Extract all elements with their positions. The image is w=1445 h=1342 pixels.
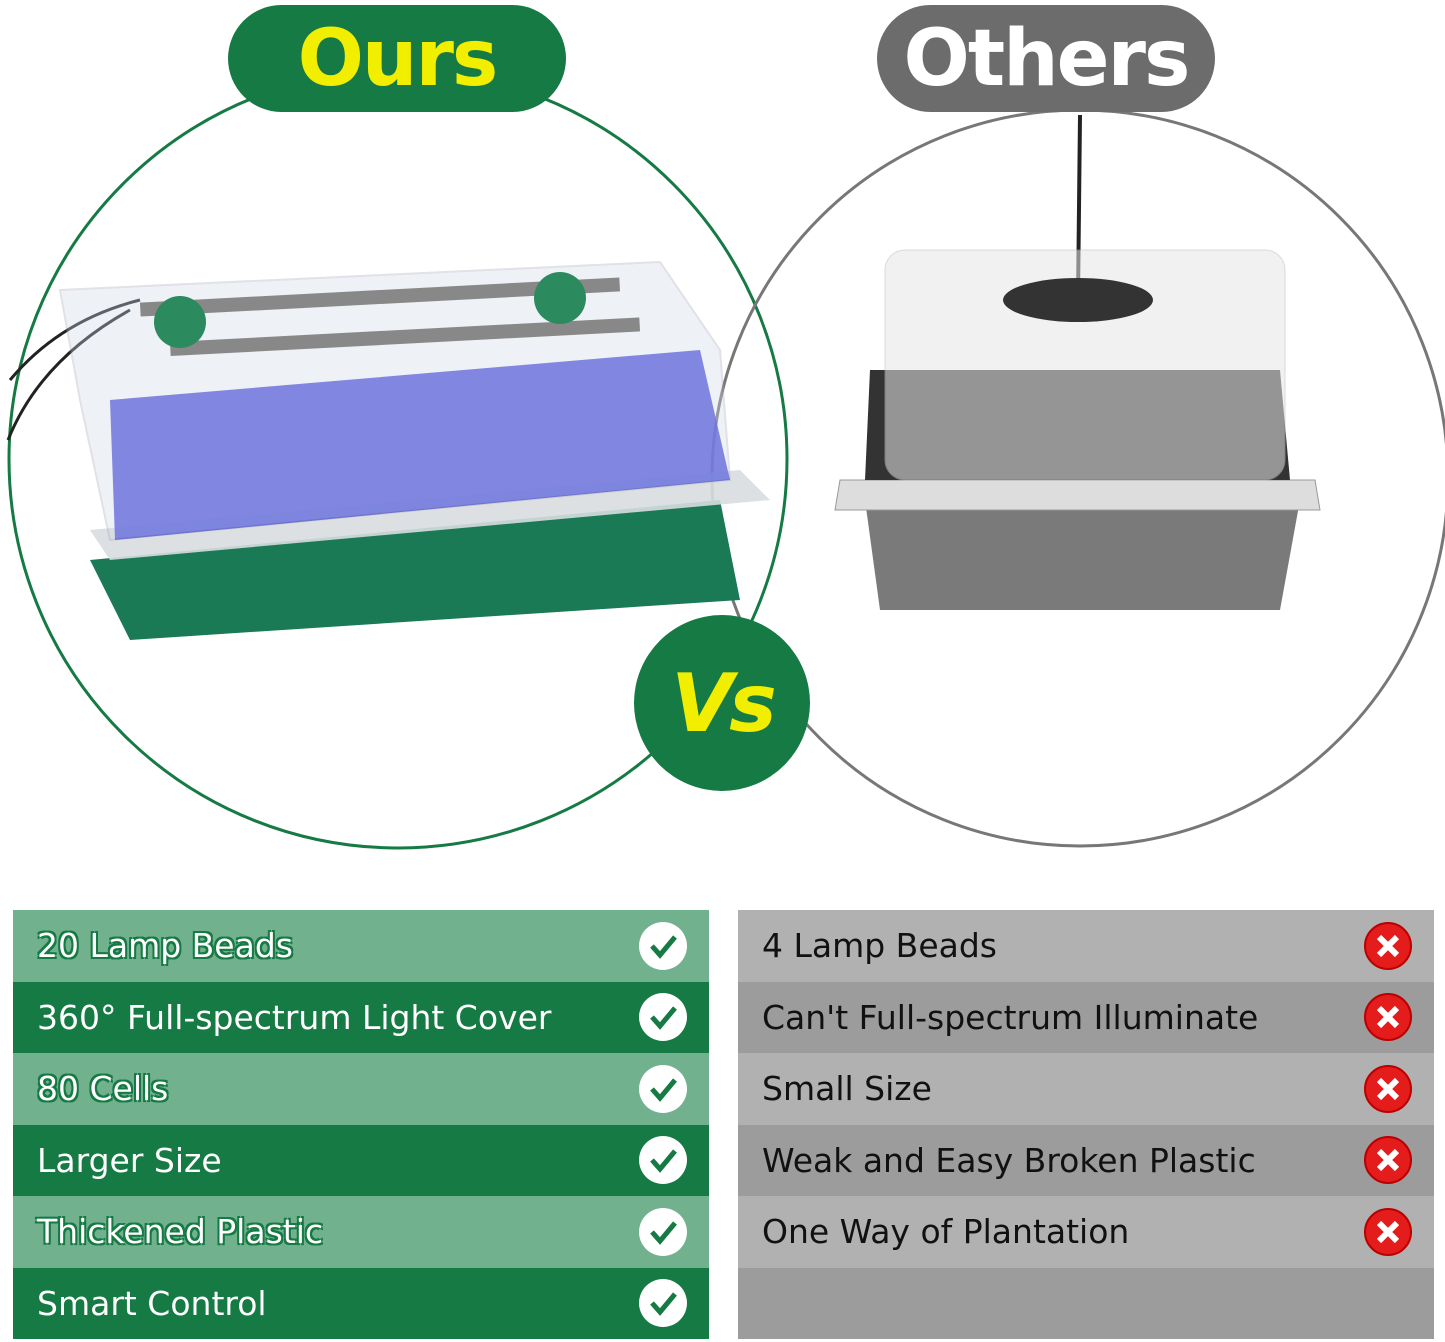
feature-row: Weak and Easy Broken Plastic — [738, 1124, 1434, 1196]
feature-row: 20 Lamp Beads — [13, 910, 709, 982]
others-feature-list: 4 Lamp Beads Can't Full-spectrum Illumin… — [738, 910, 1434, 1339]
ours-title-badge: Ours — [228, 5, 566, 112]
ours-feature-list: 20 Lamp Beads 360° Full-spectrum Light C… — [13, 910, 709, 1339]
cross-icon — [1364, 1136, 1412, 1185]
feature-row: 360° Full-spectrum Light Cover — [13, 981, 709, 1053]
feature-row: 4 Lamp Beads — [738, 910, 1434, 982]
check-icon — [639, 1207, 687, 1256]
cross-icon — [1364, 993, 1412, 1042]
feature-row: Thickened Plastic — [13, 1196, 709, 1268]
cross-icon — [1364, 921, 1412, 970]
feature-row: Small Size — [738, 1053, 1434, 1125]
feature-label: Thickened Plastic — [37, 1212, 324, 1252]
feature-label: 4 Lamp Beads — [762, 926, 997, 966]
feature-row: One Way of Plantation — [738, 1196, 1434, 1268]
check-icon — [639, 1064, 687, 1113]
feature-row: 80 Cells — [13, 1053, 709, 1125]
vs-badge: Vs — [634, 615, 810, 791]
feature-label: Weak and Easy Broken Plastic — [762, 1140, 1256, 1180]
feature-label: 20 Lamp Beads — [37, 926, 293, 966]
check-icon — [639, 1279, 687, 1328]
feature-label: Can't Full-spectrum Illuminate — [762, 997, 1259, 1037]
feature-row: Smart Control — [13, 1267, 709, 1339]
feature-label: One Way of Plantation — [762, 1212, 1130, 1252]
product-illustrations — [6, 68, 1445, 850]
feature-row: Can't Full-spectrum Illuminate — [738, 981, 1434, 1053]
others-seed-tray-image — [834, 114, 1321, 610]
feature-label: Smart Control — [37, 1283, 267, 1323]
ours-seed-tray-image — [6, 260, 770, 640]
feature-label: 360° Full-spectrum Light Cover — [37, 997, 552, 1037]
check-icon — [639, 1136, 687, 1185]
feature-label: Small Size — [762, 1069, 932, 1109]
check-icon — [639, 921, 687, 970]
check-icon — [639, 993, 687, 1042]
others-title-badge: Others — [877, 5, 1215, 112]
feature-label: 80 Cells — [37, 1069, 169, 1109]
feature-label: Larger Size — [37, 1140, 222, 1180]
cross-icon — [1364, 1207, 1412, 1256]
feature-row: Larger Size — [13, 1124, 709, 1196]
cross-icon — [1364, 1064, 1412, 1113]
